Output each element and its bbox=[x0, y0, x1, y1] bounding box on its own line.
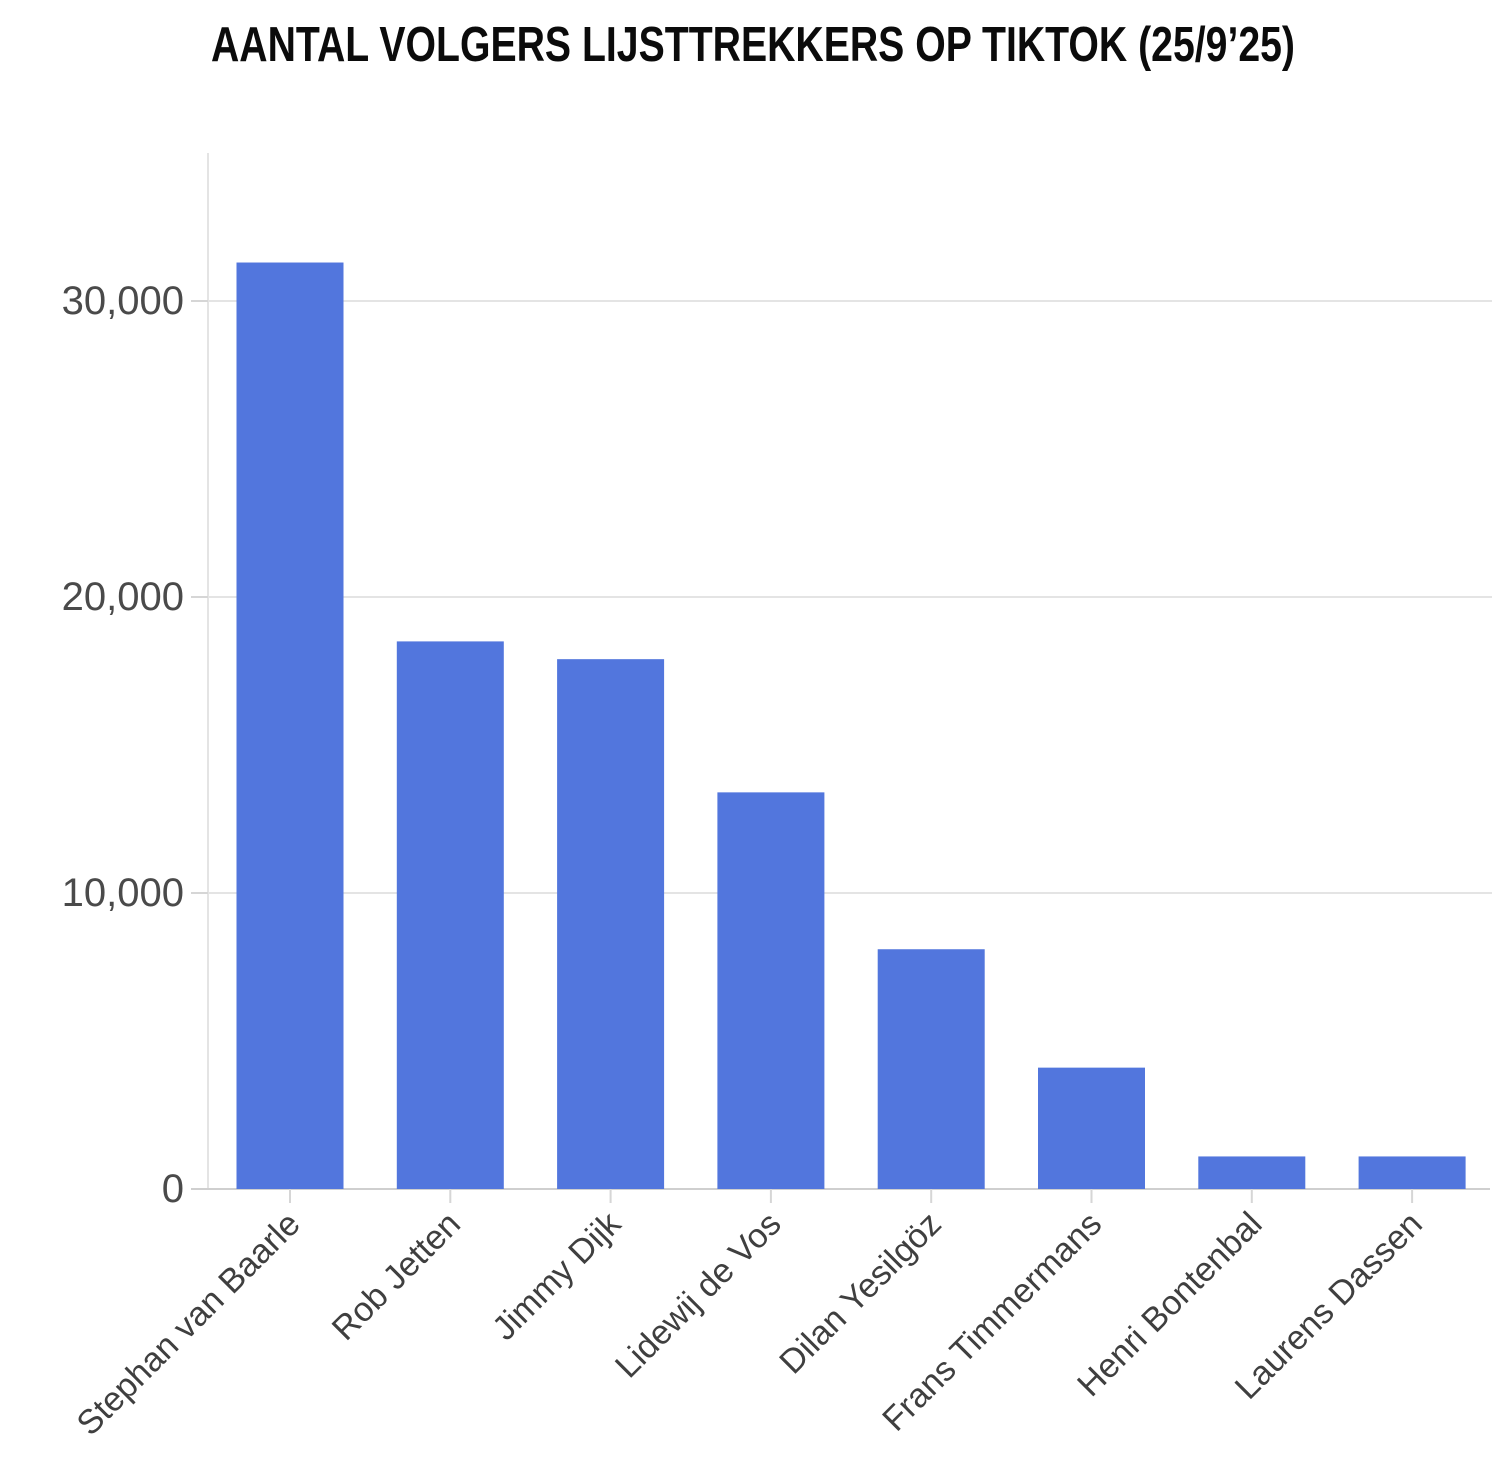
bar bbox=[877, 949, 985, 1189]
bar bbox=[1038, 1067, 1145, 1189]
y-tick-label: 20,000 bbox=[62, 575, 184, 619]
bar bbox=[557, 659, 665, 1189]
bar bbox=[236, 262, 344, 1189]
x-tick-label: Rob Jetten bbox=[325, 1205, 468, 1348]
bar bbox=[717, 792, 825, 1189]
x-tick-label: Stephan van Baarle bbox=[70, 1205, 308, 1443]
y-tick-label: 0 bbox=[162, 1167, 184, 1211]
y-tick-label: 30,000 bbox=[62, 279, 184, 323]
bar bbox=[1198, 1156, 1306, 1189]
x-tick-label: Lidewij de Vos bbox=[608, 1205, 789, 1386]
bar bbox=[1358, 1156, 1466, 1189]
x-tick-label: Dilan Yesilgöz bbox=[772, 1205, 949, 1382]
x-tick-label: Jimmy Dijk bbox=[485, 1204, 629, 1348]
y-tick-label: 10,000 bbox=[62, 871, 184, 915]
bar bbox=[396, 641, 504, 1189]
chart-title: AANTAL VOLGERS LIJSTTREKKERS OP TIKTOK (… bbox=[211, 18, 1295, 72]
